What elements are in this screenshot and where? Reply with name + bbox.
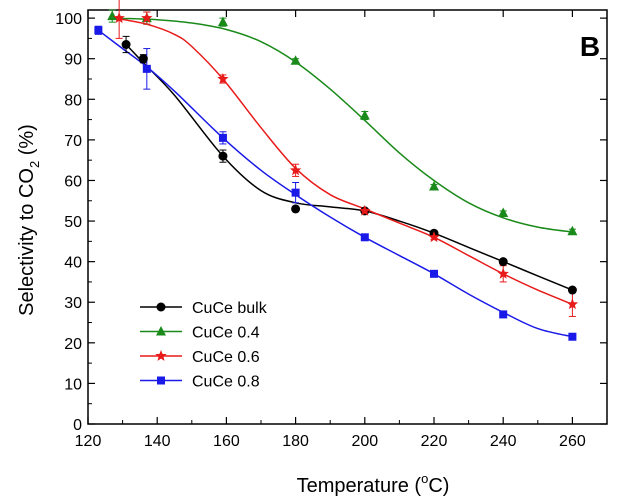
x-tick-label: 220 xyxy=(421,433,448,450)
y-tick-label: 50 xyxy=(64,214,82,231)
data-point-star xyxy=(217,73,229,84)
y-tick-label: 0 xyxy=(73,417,82,434)
y-tick-label: 20 xyxy=(64,336,82,353)
data-point-star xyxy=(289,164,302,176)
data-point-circle xyxy=(567,285,577,295)
y-tick-label: 60 xyxy=(64,173,82,190)
legend-marker-star xyxy=(155,350,167,361)
y-tick-label: 40 xyxy=(64,255,82,272)
legend-marker-circle xyxy=(156,302,166,312)
data-point-star xyxy=(428,231,440,243)
data-point-circle xyxy=(138,54,148,64)
y-axis-title: Selectivity to CO2 (%) xyxy=(16,124,42,316)
legend-marker-triangle xyxy=(156,326,166,336)
panel-label: B xyxy=(580,31,600,62)
data-point-square xyxy=(291,188,300,197)
legend: CuCe bulk CuCe 0.4 CuCe 0.6 CuCe 0.8 xyxy=(140,300,268,391)
legend-label: CuCe 0.6 xyxy=(192,349,260,366)
x-tick-label: 160 xyxy=(213,433,240,450)
data-point-circle xyxy=(498,257,508,267)
y-tick-label: 80 xyxy=(64,92,82,109)
data-point-triangle xyxy=(498,207,509,217)
x-tick-label: 120 xyxy=(75,433,102,450)
fit-curves xyxy=(97,17,573,338)
x-axis-title: Temperature (oC) xyxy=(297,471,450,497)
x-tick-label: 260 xyxy=(559,433,586,450)
data-point-circle xyxy=(218,151,228,161)
data-point-star xyxy=(497,267,509,279)
legend-label: CuCe 0.4 xyxy=(192,325,260,342)
data-point-triangle xyxy=(107,10,118,21)
data-point-star xyxy=(141,12,153,23)
fit-curve-2 xyxy=(118,18,573,305)
data-point-star xyxy=(113,12,125,23)
y-tick-label: 70 xyxy=(64,133,82,150)
x-tick-label: 180 xyxy=(282,433,309,450)
fit-curve-0 xyxy=(125,43,573,291)
legend-label: CuCe bulk xyxy=(192,300,268,317)
legend-label: CuCe 0.8 xyxy=(192,374,260,391)
data-point-circle xyxy=(121,40,131,49)
data-point-square xyxy=(94,26,103,35)
data-point-square xyxy=(568,332,577,341)
data-point-triangle xyxy=(359,110,370,120)
y-tick-label: 30 xyxy=(64,295,82,312)
fit-curve-3 xyxy=(97,29,573,338)
axes-layer: 120 140 160 180 200 220 240 260 0 10 20 30 40 50 60 70 8… xyxy=(55,9,608,450)
data-point-triangle xyxy=(217,16,228,27)
data-point-circle xyxy=(291,204,301,214)
data-points xyxy=(94,10,579,341)
data-point-square xyxy=(430,269,438,278)
y-tick-label: 90 xyxy=(64,52,82,69)
data-point-star xyxy=(566,298,579,310)
data-point-square xyxy=(360,233,369,242)
data-point-triangle xyxy=(567,225,578,236)
data-point-triangle xyxy=(429,181,439,191)
data-point-square xyxy=(218,133,227,142)
x-tick-label: 200 xyxy=(351,433,378,450)
data-point-star xyxy=(359,204,371,216)
plot-frame xyxy=(87,9,608,425)
x-tick-label: 240 xyxy=(490,433,517,450)
data-point-square xyxy=(499,310,508,319)
y-tick-label: 100 xyxy=(55,11,82,28)
data-point-square xyxy=(142,64,151,73)
data-point-triangle xyxy=(290,55,301,65)
legend-marker-square xyxy=(157,376,165,385)
y-tick-label: 10 xyxy=(64,376,82,393)
x-tick-label: 140 xyxy=(144,433,171,450)
error-bars xyxy=(94,0,576,340)
